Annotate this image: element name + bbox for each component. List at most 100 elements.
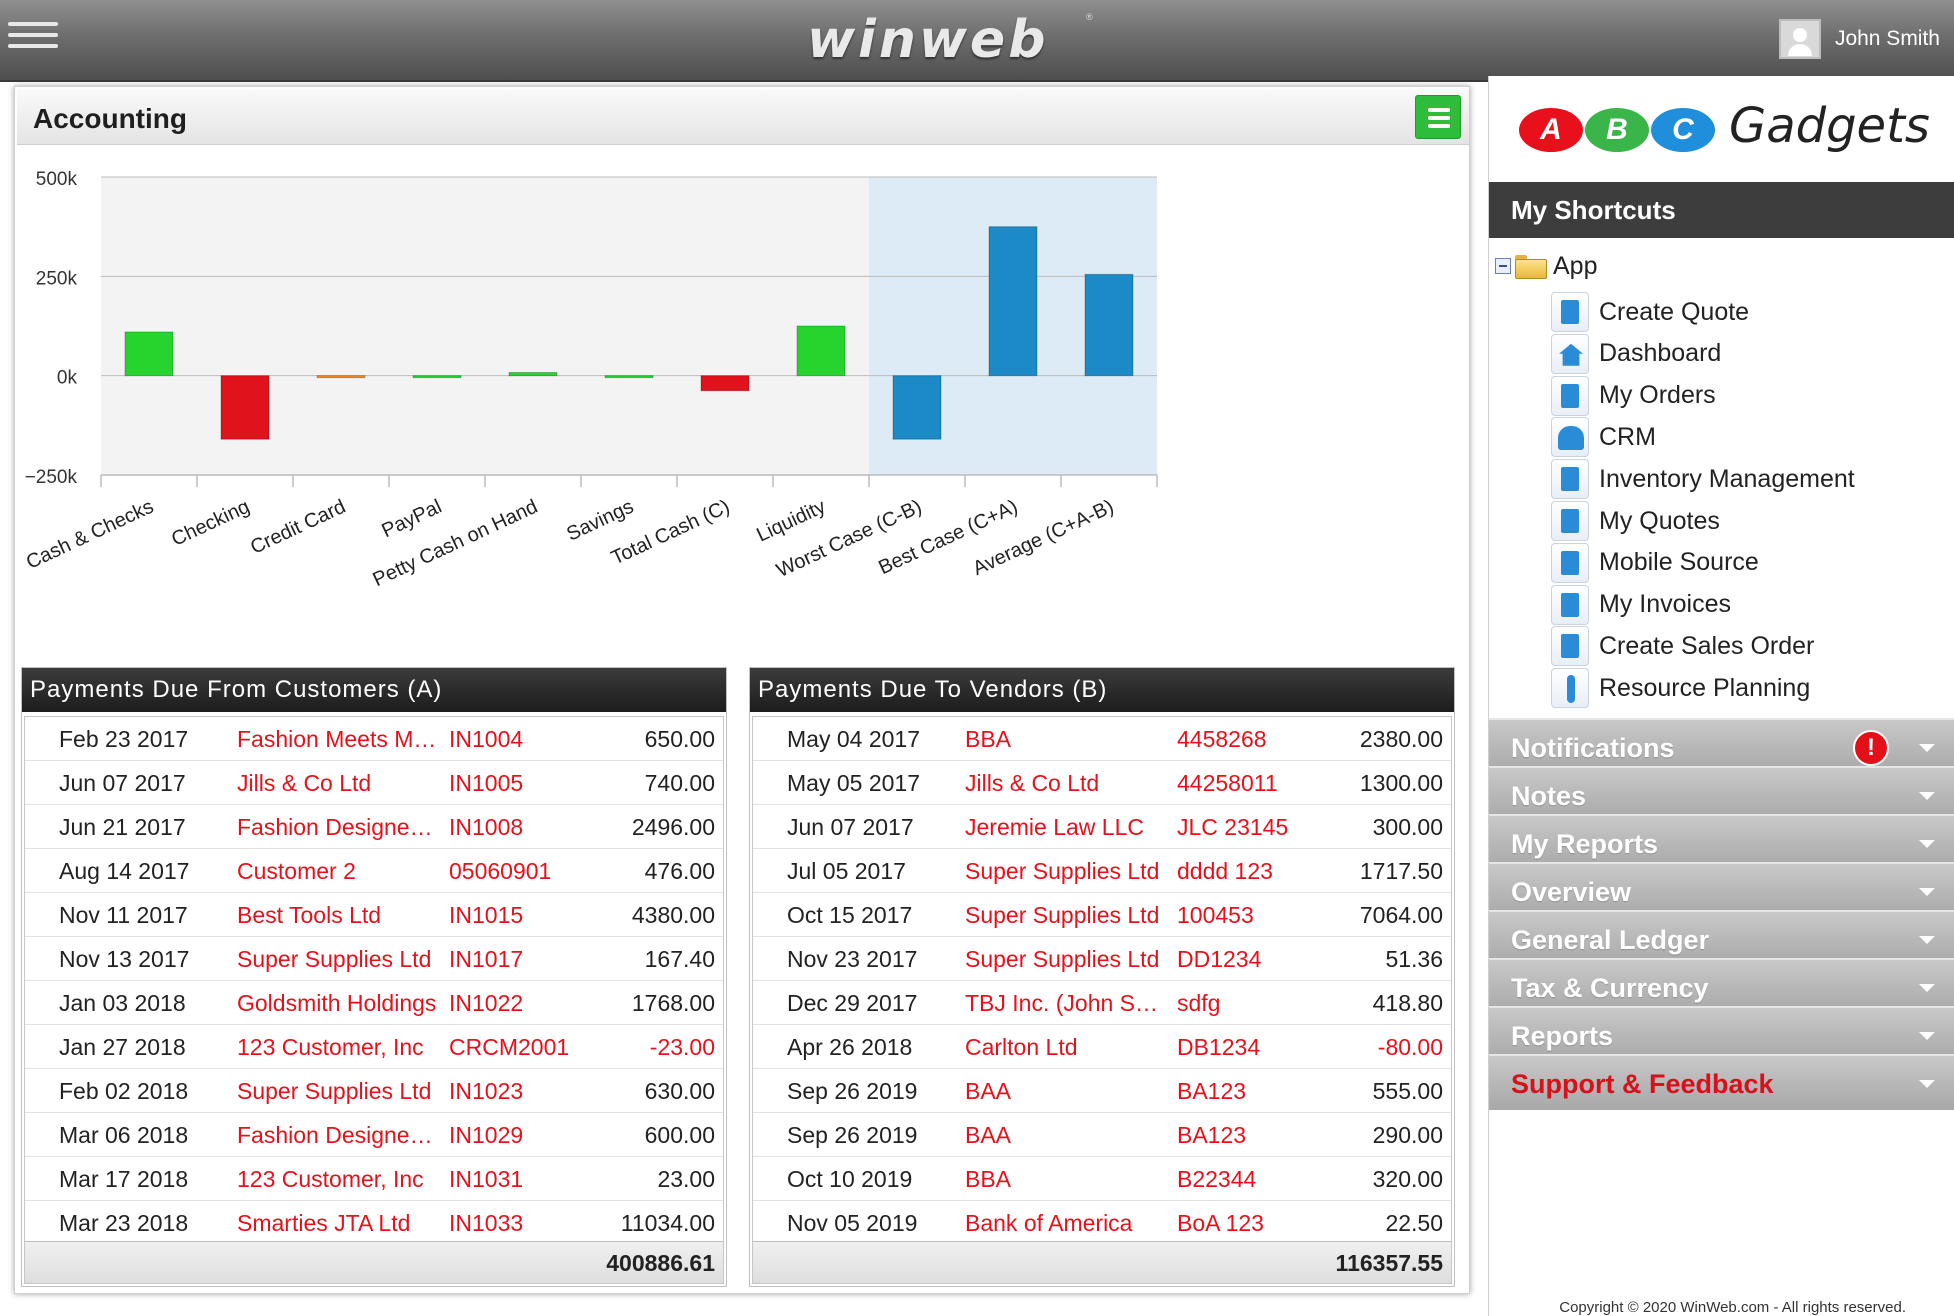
shortcut-dashboard[interactable]: Dashboard [1551,332,1721,376]
name-cell[interactable]: Super Supplies Ltd [965,946,1160,972]
panel-menu-button[interactable] [1415,95,1461,139]
table-row[interactable]: Dec 29 2017 TBJ Inc. (John Smith) sdfg 418.… [753,981,1451,1025]
reference-cell[interactable]: IN1023 [449,1078,524,1104]
user-name[interactable]: John Smith [1834,27,1940,50]
shortcut-mobile-source[interactable]: Mobile Source [1551,541,1759,585]
table-row[interactable]: Mar 06 2018 Fashion Designers Ltd IN1029 60… [25,1113,723,1157]
shortcuts-header[interactable]: My Shortcuts [1489,182,1954,238]
name-cell[interactable]: Customer 2 [237,858,356,884]
section-notifications[interactable]: Notifications! [1489,718,1954,774]
reference-cell[interactable]: IN1029 [449,1122,524,1148]
name-cell[interactable]: Fashion Designers Ltd [237,814,437,840]
reference-cell[interactable]: IN1004 [449,726,524,752]
table-row[interactable]: Jan 03 2018 Goldsmith Holdings IN1022 1768.… [25,981,723,1025]
table-row[interactable]: Aug 14 2017 Customer 2 05060901 476.00 [25,849,723,893]
table-row[interactable]: Feb 02 2018 Super Supplies Ltd IN1023 630.0… [25,1069,723,1113]
collapse-icon[interactable] [1495,258,1511,274]
table-row[interactable]: Nov 11 2017 Best Tools Ltd IN1015 4380.00 [25,893,723,937]
section-support-feedback[interactable]: Support & Feedback [1489,1054,1954,1110]
table-row[interactable]: Oct 10 2019 BBA B22344 320.00 [753,1157,1451,1201]
reference-cell[interactable]: DB1234 [1177,1034,1261,1060]
name-cell[interactable]: TBJ Inc. (John Smith) [965,990,1165,1016]
table-row[interactable]: May 04 2017 BBA 4458268 2380.00 [753,717,1451,761]
reference-cell[interactable]: IN1017 [449,946,524,972]
shortcut-my-orders[interactable]: My Orders [1551,374,1716,418]
reference-cell[interactable]: IN1008 [449,814,524,840]
section-my-reports[interactable]: My Reports [1489,814,1954,870]
section-general-ledger[interactable]: General Ledger [1489,910,1954,966]
name-cell[interactable]: Jeremie Law LLC [965,814,1144,840]
name-cell[interactable]: BBA [965,726,1012,752]
reference-cell[interactable]: IN1015 [449,902,524,928]
user-menu[interactable]: John Smith [1778,18,1940,60]
name-cell[interactable]: Jills & Co Ltd [237,770,372,796]
section-reports[interactable]: Reports [1489,1006,1954,1062]
panel-header: Accounting [17,89,1469,145]
table-row[interactable]: Apr 26 2018 Carlton Ltd DB1234 -80.00 [753,1025,1451,1069]
table-row[interactable]: Mar 17 2018 123 Customer, Inc IN1031 23.00 [25,1157,723,1201]
table-row[interactable]: Jun 07 2017 Jeremie Law LLC JLC 23145 300.0… [753,805,1451,849]
reference-cell[interactable]: IN1033 [449,1210,524,1236]
table-row[interactable]: Oct 15 2017 Super Supplies Ltd 100453 7064.… [753,893,1451,937]
name-cell[interactable]: Carlton Ltd [965,1034,1078,1060]
reference-cell[interactable]: B22344 [1177,1166,1257,1192]
name-cell[interactable]: Jills & Co Ltd [965,770,1100,796]
name-cell[interactable]: 123 Customer, Inc [237,1166,424,1192]
shortcut-create-quote[interactable]: Create Quote [1551,290,1749,334]
name-cell[interactable]: 123 Customer, Inc [237,1034,424,1060]
table-row[interactable]: Jun 07 2017 Jills & Co Ltd IN1005 740.00 [25,761,723,805]
reference-cell[interactable]: BoA 123 [1177,1210,1264,1236]
table-row[interactable]: May 05 2017 Jills & Co Ltd 44258011 1300.00 [753,761,1451,805]
name-cell[interactable]: Super Supplies Ltd [237,1078,432,1104]
table-row[interactable]: Nov 05 2019 Bank of America BoA 123 22.50 [753,1201,1451,1245]
shortcut-create-sales-order[interactable]: Create Sales Order [1551,624,1814,668]
name-cell[interactable]: Goldsmith Holdings [237,990,437,1016]
table-row[interactable]: Jan 27 2018 123 Customer, Inc CRCM2001 -23.… [25,1025,723,1069]
shortcut-inventory-management[interactable]: Inventory Management [1551,457,1855,501]
name-cell[interactable]: Super Supplies Ltd [237,946,432,972]
name-cell[interactable]: BBA [965,1166,1012,1192]
name-cell[interactable]: Smarties JTA Ltd [237,1210,411,1236]
reference-cell[interactable]: BA123 [1177,1078,1247,1104]
table-row[interactable]: Feb 23 2017 Fashion Meets Music IN1004 650.… [25,717,723,761]
reference-cell[interactable]: IN1022 [449,990,524,1016]
table-row[interactable]: Jul 05 2017 Super Supplies Ltd dddd 123 171… [753,849,1451,893]
table-row[interactable]: Sep 26 2019 BAA BA123 290.00 [753,1113,1451,1157]
section-tax-currency[interactable]: Tax & Currency [1489,958,1954,1014]
reference-cell[interactable]: CRCM2001 [449,1034,570,1060]
name-cell[interactable]: Fashion Designers Ltd [237,1122,437,1148]
name-cell[interactable]: BAA [965,1078,1012,1104]
shortcut-my-invoices[interactable]: My Invoices [1551,583,1731,627]
reference-cell[interactable]: DD1234 [1177,946,1262,972]
name-cell[interactable]: BAA [965,1122,1012,1148]
name-cell[interactable]: Bank of America [965,1210,1133,1236]
reference-cell[interactable]: IN1005 [449,770,524,796]
shortcut-crm[interactable]: CRM [1551,415,1656,459]
winweb-logo[interactable]: winweb [807,10,1049,70]
name-cell[interactable]: Fashion Meets Music [237,726,437,752]
reference-cell[interactable]: 4458268 [1177,726,1267,752]
name-cell[interactable]: Best Tools Ltd [237,902,382,928]
table-row[interactable]: Nov 13 2017 Super Supplies Ltd IN1017 167.4… [25,937,723,981]
reference-cell[interactable]: BA123 [1177,1122,1247,1148]
reference-cell[interactable]: 44258011 [1177,770,1278,796]
reference-cell[interactable]: dddd 123 [1177,858,1273,884]
name-cell[interactable]: Super Supplies Ltd [965,902,1160,928]
table-row[interactable]: Sep 26 2019 BAA BA123 555.00 [753,1069,1451,1113]
reference-cell[interactable]: IN1031 [449,1166,524,1192]
table-row[interactable]: Mar 23 2018 Smarties JTA Ltd IN1033 11034.0… [25,1201,723,1245]
section-notes[interactable]: Notes [1489,766,1954,822]
section-overview[interactable]: Overview [1489,862,1954,918]
name-cell[interactable]: Super Supplies Ltd [965,858,1160,884]
reference-cell[interactable]: 100453 [1177,902,1254,928]
avatar-icon[interactable] [1778,19,1821,59]
hamburger-menu-icon[interactable] [8,22,58,52]
shortcut-my-quotes[interactable]: My Quotes [1551,499,1720,543]
reference-cell[interactable]: 05060901 [449,858,552,884]
table-row[interactable]: Jun 21 2017 Fashion Designers Ltd IN1008 24… [25,805,723,849]
tree-node-app[interactable]: App [1495,248,1597,284]
shortcut-resource-planning[interactable]: Resource Planning [1551,666,1810,710]
reference-cell[interactable]: sdfg [1177,990,1221,1016]
reference-cell[interactable]: JLC 23145 [1177,814,1289,840]
table-row[interactable]: Nov 23 2017 Super Supplies Ltd DD1234 51.36 [753,937,1451,981]
